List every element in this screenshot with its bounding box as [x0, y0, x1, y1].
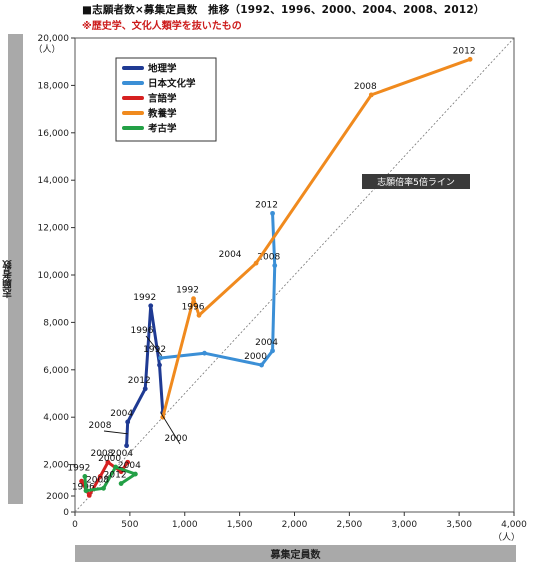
data-point — [118, 481, 124, 486]
legend-label: 地理学 — [148, 63, 177, 75]
data-point — [82, 474, 88, 479]
data-point — [125, 459, 131, 465]
data-label: 2012 — [453, 46, 476, 56]
reference-label-box — [362, 174, 470, 189]
chart-title: ■志願者数×募集定員数 推移（1992、1996、2000、2004、2008、… — [82, 4, 485, 16]
data-point — [142, 386, 148, 392]
x-tick-label: 2,500 — [336, 520, 362, 530]
data-label: 2012 — [255, 200, 278, 210]
callout-leader — [145, 335, 163, 356]
data-point — [157, 362, 162, 368]
y-tick-label: 18,000 — [38, 81, 70, 91]
y-tick-label: 0 — [63, 508, 69, 518]
data-point — [86, 493, 92, 498]
series-line-4 — [161, 57, 472, 419]
data-label: 2004 — [110, 449, 133, 459]
data-point — [113, 464, 119, 470]
data-label: 2004 — [118, 461, 141, 471]
y-axis-title-bar — [8, 34, 23, 504]
data-point — [270, 348, 275, 354]
x-tick-label: 500 — [121, 520, 138, 530]
y-tick-label: 10,000 — [38, 271, 70, 281]
x-tick-label: 4,000 — [501, 520, 527, 530]
data-point — [158, 355, 164, 361]
data-point — [467, 56, 473, 62]
x-tick-label: 3,500 — [446, 520, 472, 530]
data-point — [79, 478, 84, 484]
data-point — [105, 459, 111, 465]
x-tick-label: 3,000 — [391, 520, 417, 530]
data-label: 2012 — [104, 471, 127, 481]
x-tick-label: 2,000 — [282, 520, 308, 530]
data-label: 1992 — [176, 286, 199, 296]
data-point — [253, 260, 259, 266]
legend-label: 日本文化学 — [148, 78, 196, 90]
chart-subtitle: ※歴史学、文化人類学を抜いたもの — [82, 21, 242, 32]
callout-label: 2000 — [165, 434, 188, 444]
callout-leader — [103, 430, 128, 435]
data-point — [272, 263, 278, 268]
series-line-1 — [125, 304, 165, 448]
y-tick-label: 4,000 — [43, 413, 69, 423]
y-tick-label: 14,000 — [38, 176, 70, 186]
data-point — [202, 350, 207, 356]
x-axis-title: 募集定員数 — [270, 550, 321, 561]
data-label: 2004 — [219, 250, 242, 260]
y-tick-label: 20,000 — [38, 34, 70, 44]
data-point — [368, 92, 374, 98]
y-tick-label: 16,000 — [38, 129, 70, 139]
callout-leader — [160, 412, 181, 445]
data-label: 1992 — [67, 463, 90, 473]
data-label: 2000 — [98, 454, 121, 464]
data-point — [124, 443, 129, 449]
series-line-2 — [159, 211, 277, 367]
legend-label: 考古学 — [148, 123, 177, 135]
data-label: 2004 — [255, 338, 278, 348]
data-label: 2004 — [110, 409, 133, 419]
data-label: 1996 — [182, 302, 205, 312]
data-point — [270, 210, 275, 216]
data-point — [83, 488, 89, 494]
y-tick-label: 2,000 — [43, 461, 69, 471]
data-point — [196, 312, 202, 318]
data-label: 2012 — [128, 376, 151, 386]
y-tick-label: 2000 — [46, 492, 69, 502]
y-unit: （人） — [33, 44, 60, 55]
y-tick-label: 8,000 — [43, 318, 69, 328]
data-label: 2008 — [257, 253, 280, 263]
legend-label: 教養学 — [147, 108, 177, 120]
data-point — [125, 419, 131, 425]
x-axis-title-bar — [75, 545, 516, 562]
data-point — [259, 362, 264, 368]
x-tick-label: 1,000 — [172, 520, 198, 530]
data-label: 1992 — [133, 293, 156, 303]
data-label: 2000 — [244, 352, 267, 362]
callout-label: 2008 — [89, 421, 112, 431]
data-point — [191, 296, 196, 302]
data-point — [148, 303, 154, 309]
data-label: 1996 — [72, 482, 95, 492]
data-point — [101, 485, 106, 491]
data-label: 2008 — [86, 475, 109, 485]
data-point — [132, 471, 138, 477]
reference-label: 志願倍率5倍ライン — [377, 176, 455, 188]
y-tick-label: 6,000 — [43, 366, 69, 376]
y-tick-label: 12,000 — [38, 224, 70, 234]
data-label: 2008 — [90, 449, 113, 459]
x-unit: （人） — [493, 532, 520, 543]
data-label: 2008 — [354, 82, 377, 92]
data-point — [97, 474, 103, 479]
x-tick-label: 0 — [72, 520, 78, 530]
callout-label: 1996 — [131, 326, 154, 336]
legend-label: 言語学 — [148, 93, 177, 105]
x-tick-label: 1,500 — [227, 520, 253, 530]
data-label: 1992 — [143, 345, 166, 355]
